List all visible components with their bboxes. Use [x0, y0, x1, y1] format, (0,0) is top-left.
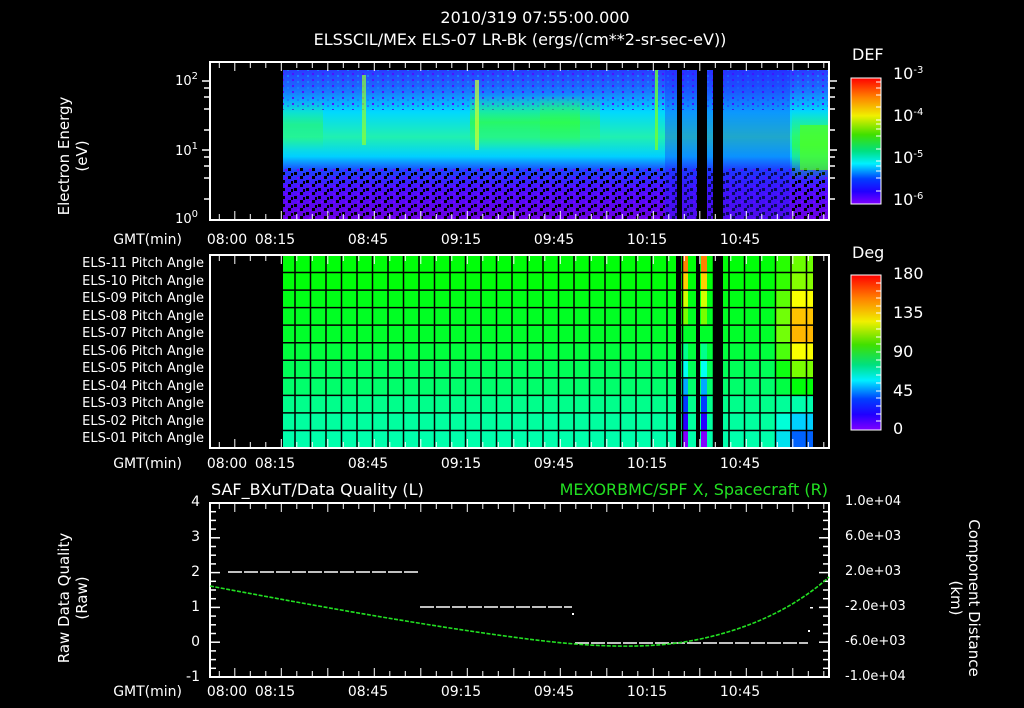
- time-tick: 08:00: [206, 456, 248, 472]
- energy-ytick-10: 101: [175, 141, 198, 159]
- quality-ytick: 3: [191, 529, 200, 545]
- pitch-angle-row-label: ELS-01 Pitch Angle: [82, 431, 204, 447]
- def-colorbar-tick: 10-3: [893, 64, 924, 83]
- distance-ytick: -2.0e+03: [845, 599, 906, 614]
- time-tick: 08:45: [347, 684, 389, 700]
- time-axis-label: GMT(min): [113, 684, 182, 700]
- pitch-angle-row-label: ELS-07 Pitch Angle: [82, 326, 204, 342]
- time-tick: 09:15: [440, 232, 482, 248]
- quality-ytick: 4: [191, 494, 200, 510]
- time-tick: 09:15: [440, 456, 482, 472]
- pitch-angle-row-label: ELS-02 Pitch Angle: [82, 413, 204, 429]
- def-colorbar-label: DEF: [852, 45, 884, 64]
- quality-ytick: 1: [191, 599, 200, 615]
- deg-colorbar-tick: 0: [893, 419, 904, 438]
- quality-ytick: -1: [186, 669, 200, 685]
- time-tick: 10:15: [626, 684, 668, 700]
- pitch-angle-row-label: ELS-11 Pitch Angle: [82, 256, 204, 271]
- pitch-angle-row-label: ELS-05 Pitch Angle: [82, 361, 204, 377]
- time-axis-label: GMT(min): [113, 456, 182, 472]
- time-tick: 10:45: [719, 456, 761, 472]
- time-tick: 08:00: [206, 684, 248, 700]
- quality-ytick: 0: [191, 634, 200, 650]
- time-tick: 10:45: [719, 232, 761, 248]
- time-tick: 09:45: [533, 684, 575, 700]
- time-tick: 08:45: [347, 456, 389, 472]
- distance-ytick: 6.0e+03: [845, 529, 902, 544]
- time-tick: 09:45: [533, 232, 575, 248]
- time-tick: 10:15: [626, 232, 668, 248]
- time-tick: 08:15: [254, 232, 296, 248]
- pitch-angle-row-label: ELS-09 Pitch Angle: [82, 291, 204, 307]
- deg-colorbar-tick: 45: [893, 381, 914, 400]
- deg-colorbar-tick: 180: [893, 264, 924, 283]
- time-tick: 09:45: [533, 456, 575, 472]
- distance-ytick: -1.0e+04: [845, 669, 906, 684]
- def-colorbar-tick: 10-4: [893, 106, 924, 125]
- time-tick: 08:00: [206, 232, 248, 248]
- energy-ytick-100: 102: [175, 71, 198, 89]
- deg-colorbar-tick: 135: [893, 303, 924, 322]
- def-colorbar-tick: 10-5: [893, 148, 924, 167]
- time-tick: 10:45: [719, 684, 761, 700]
- pitch-angle-row-label: ELS-06 Pitch Angle: [82, 343, 204, 359]
- distance-ytick: 1.0e+04: [845, 494, 902, 509]
- distance-ytick: -6.0e+03: [845, 634, 906, 649]
- time-tick: 10:15: [626, 456, 668, 472]
- time-tick: 09:15: [440, 684, 482, 700]
- pitch-angle-row-label: ELS-10 Pitch Angle: [82, 273, 204, 289]
- deg-colorbar-tick: 90: [893, 342, 914, 361]
- plot-datetime: 2010/319 07:55:00.000: [440, 8, 630, 27]
- quality-ytick: 2: [191, 564, 200, 580]
- pitch-angle-row-label: ELS-03 Pitch Angle: [82, 396, 204, 412]
- distance-ytick: 2.0e+03: [845, 564, 902, 579]
- time-tick: 08:15: [254, 684, 296, 700]
- time-axis-label: GMT(min): [113, 232, 182, 248]
- pitch-angle-row-label: ELS-08 Pitch Angle: [82, 308, 204, 324]
- right-series-title: MEXORBMC/SPF X, Spacecraft (R): [559, 480, 828, 499]
- left-series-title: SAF_BXuT/Data Quality (L): [211, 480, 424, 499]
- time-tick: 08:45: [347, 232, 389, 248]
- def-colorbar-tick: 10-6: [893, 190, 924, 209]
- plot-title: ELSSCIL/MEx ELS-07 LR-Bk (ergs/(cm**2-sr…: [313, 30, 727, 49]
- pitch-angle-row-label: ELS-04 Pitch Angle: [82, 378, 204, 394]
- energy-ytick-1: 100: [175, 209, 198, 227]
- time-tick: 08:15: [254, 456, 296, 472]
- deg-colorbar-label: Deg: [852, 243, 885, 262]
